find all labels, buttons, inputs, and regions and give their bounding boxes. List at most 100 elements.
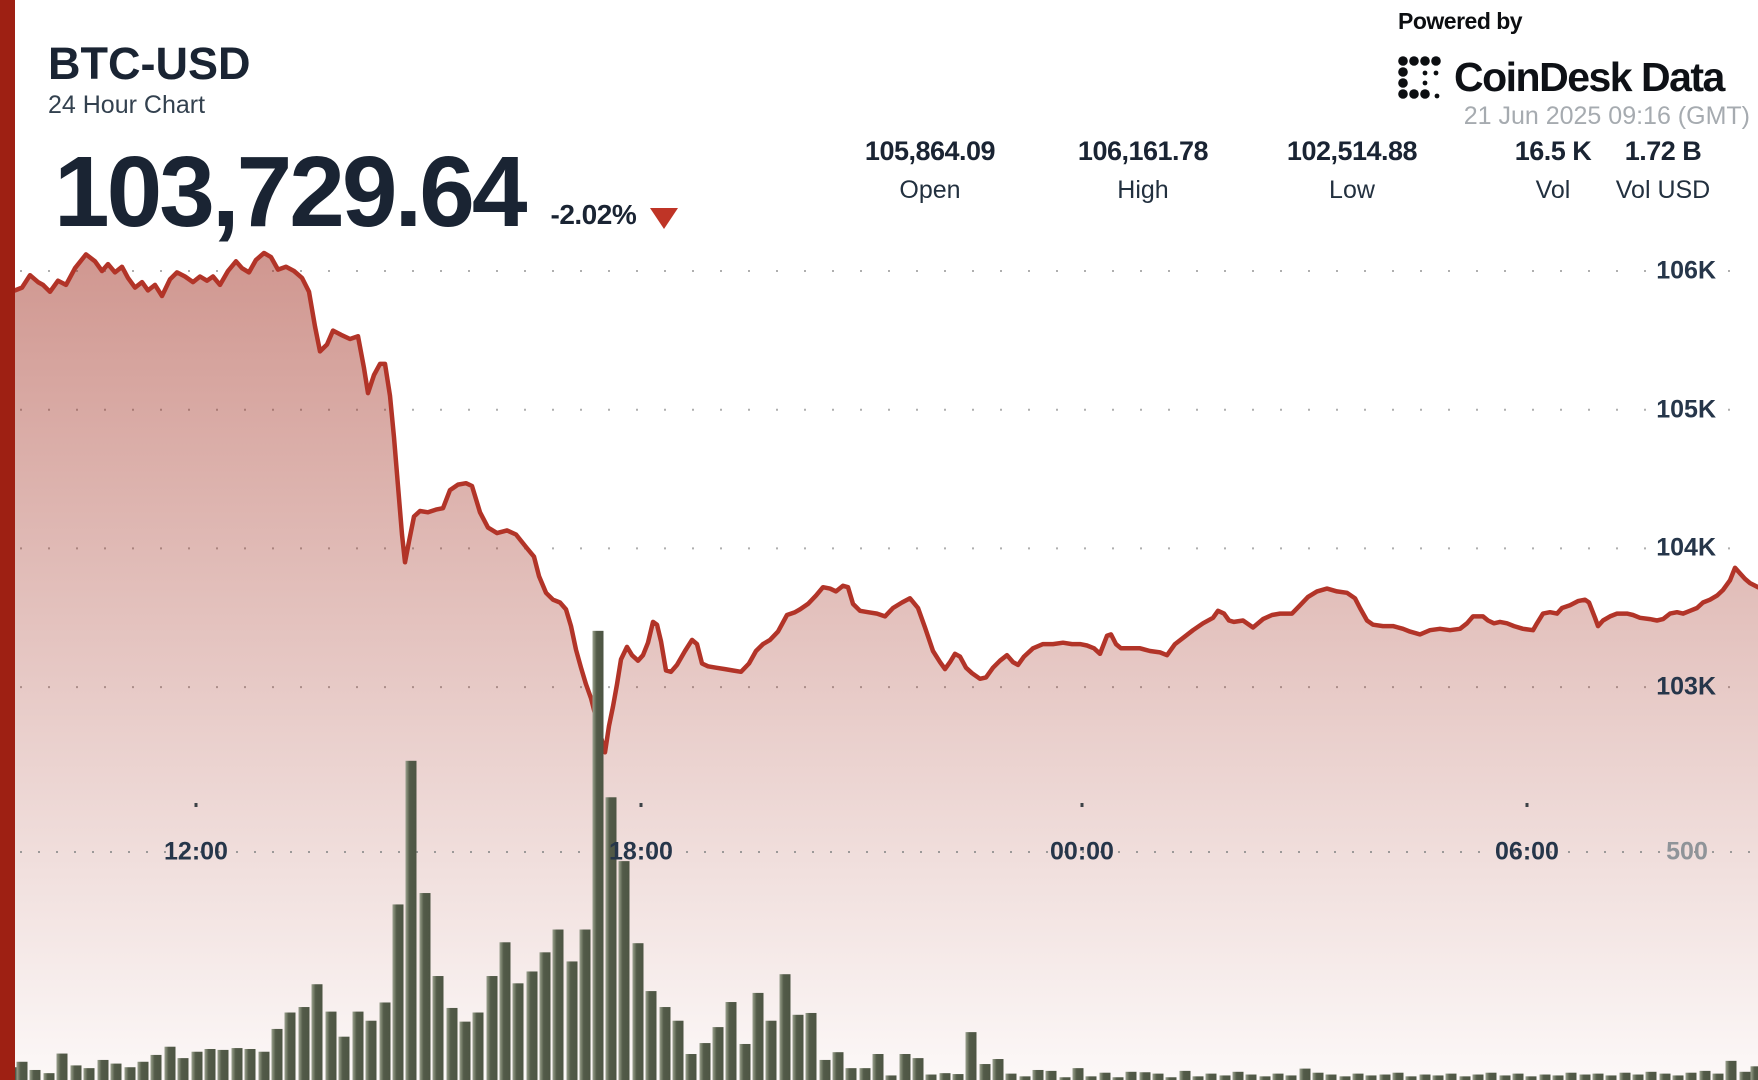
volume-bar <box>365 1020 377 1080</box>
volume-bar <box>298 1007 310 1080</box>
stat-label: Vol USD <box>1615 176 1711 204</box>
stat-column-high: 106,161.78 High <box>1077 136 1209 205</box>
volume-bar <box>1125 1071 1137 1080</box>
volume-bar <box>1472 1074 1484 1080</box>
x-axis-tick <box>639 803 643 807</box>
volume-bar <box>685 1054 697 1080</box>
volume-bar <box>271 1028 283 1080</box>
volume-bar <box>379 1002 391 1080</box>
volume-bar <box>1245 1074 1257 1080</box>
brand-name: CoinDesk Data <box>1454 54 1725 100</box>
volume-bar <box>965 1032 977 1080</box>
volume-bar <box>618 861 630 1080</box>
volume-bar <box>217 1049 229 1080</box>
volume-bar <box>1619 1072 1631 1080</box>
volume-bar <box>952 1074 964 1080</box>
volume-bar <box>845 1068 857 1080</box>
volume-bar <box>579 929 591 1080</box>
volume-bar <box>1392 1072 1404 1080</box>
volume-bar <box>1445 1073 1457 1080</box>
price-area <box>15 253 1758 1080</box>
volume-bar <box>137 1061 149 1080</box>
volume-bar <box>244 1048 256 1080</box>
volume-bar <box>1192 1076 1204 1080</box>
volume-bar <box>1645 1071 1657 1080</box>
volume-bar <box>1312 1072 1324 1080</box>
volume-bar <box>1379 1074 1391 1080</box>
volume-bar <box>405 760 417 1080</box>
volume-bar <box>939 1073 951 1080</box>
volume-bar <box>925 1074 937 1080</box>
volume-bar <box>725 1002 737 1080</box>
volume-bar <box>1339 1076 1351 1080</box>
volume-bar <box>1739 1071 1751 1080</box>
volume-bar <box>1539 1074 1551 1080</box>
volume-bar <box>150 1054 162 1080</box>
volume-bar <box>1005 1073 1017 1080</box>
volume-bar <box>1059 1077 1071 1080</box>
volume-bar <box>56 1053 68 1080</box>
volume-bar <box>459 1021 471 1080</box>
volume-bar <box>592 630 604 1080</box>
volume-bar <box>1605 1075 1617 1080</box>
x-axis-tick <box>1525 803 1529 807</box>
volume-bar <box>1285 1075 1297 1080</box>
volume-bar <box>1205 1073 1217 1080</box>
stat-value: 106,161.78 <box>1077 136 1209 166</box>
volume-bar <box>284 1012 296 1080</box>
stat-value: 16.5 K <box>1514 136 1592 166</box>
volume-bar <box>699 1043 711 1080</box>
volume-bar <box>1632 1074 1644 1080</box>
volume-bar <box>311 984 323 1080</box>
stat-column-low: 102,514.88 Low <box>1286 136 1418 205</box>
volume-bar <box>231 1048 243 1080</box>
stats-row: 105,864.09 Open 106,161.78 High 102,514.88 Lo… <box>0 136 1758 216</box>
volume-bar <box>512 983 524 1080</box>
volume-bar <box>552 929 564 1080</box>
volume-bar <box>1085 1076 1097 1080</box>
volume-bar <box>1712 1073 1724 1080</box>
volume-bar <box>29 1069 41 1080</box>
volume-bar <box>1152 1073 1164 1080</box>
volume-bar <box>1685 1072 1697 1080</box>
volume-bar <box>1032 1069 1044 1080</box>
volume-bar <box>819 1059 831 1080</box>
stat-value: 102,514.88 <box>1286 136 1418 166</box>
volume-bar <box>392 904 404 1080</box>
volume-bar <box>258 1051 270 1080</box>
volume-bar <box>1352 1073 1364 1080</box>
volume-bar <box>472 1012 484 1080</box>
volume-bar <box>177 1058 189 1080</box>
volume-bar <box>1072 1068 1084 1080</box>
volume-bar <box>1512 1073 1524 1080</box>
price-line <box>12 250 1758 755</box>
left-accent-bar <box>0 0 15 1080</box>
volume-bar <box>1459 1076 1471 1080</box>
brand-row: CoinDesk Data <box>1396 54 1725 101</box>
stat-label: Vol <box>1535 176 1571 204</box>
price-change: -2.02% <box>550 199 637 230</box>
coindesk-logo-icon <box>1396 54 1443 101</box>
volume-bar <box>765 1020 777 1080</box>
volume-bar <box>672 1020 684 1080</box>
volume-bar <box>1365 1075 1377 1080</box>
stat-label: High <box>1117 176 1169 204</box>
volume-bar <box>1432 1075 1444 1080</box>
volume-bar <box>499 942 511 1080</box>
volume-bar <box>191 1051 203 1080</box>
volume-bar <box>885 1075 897 1080</box>
header: BTC-USD 24 Hour Chart <box>48 40 250 120</box>
volume-bar <box>432 976 444 1080</box>
x-axis-tick <box>1080 803 1084 807</box>
volume-bar <box>486 976 498 1080</box>
volume-bar <box>645 991 657 1080</box>
volume-bar <box>1165 1077 1177 1080</box>
volume-bar <box>1592 1073 1604 1080</box>
volume-bar <box>110 1063 122 1080</box>
volume-bar <box>1405 1076 1417 1080</box>
volume-bar <box>352 1011 364 1080</box>
volume-bar <box>872 1054 884 1080</box>
volume-bar <box>605 797 617 1080</box>
